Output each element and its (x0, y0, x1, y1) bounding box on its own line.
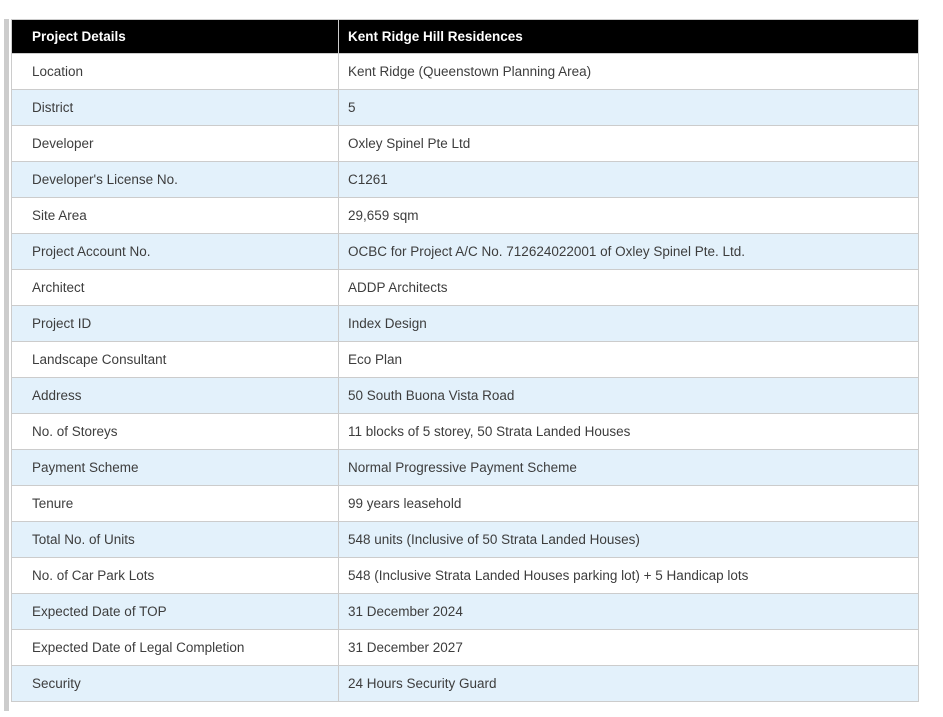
table-row: Landscape Consultant Eco Plan (11, 341, 919, 378)
row-label: Landscape Consultant (11, 341, 339, 378)
row-value: 29,659 sqm (338, 197, 919, 234)
row-value: 50 South Buona Vista Road (338, 377, 919, 414)
table-row: Address 50 South Buona Vista Road (11, 377, 919, 414)
row-label: Address (11, 377, 339, 414)
row-value: 11 blocks of 5 storey, 50 Strata Landed … (338, 413, 919, 450)
left-edge-rule (4, 19, 9, 711)
table-row: Expected Date of TOP 31 December 2024 (11, 593, 919, 630)
row-value: Normal Progressive Payment Scheme (338, 449, 919, 486)
table-row: Expected Date of Legal Completion 31 Dec… (11, 629, 919, 666)
table-header-row: Project Details Kent Ridge Hill Residenc… (11, 19, 919, 54)
row-label: Security (11, 665, 339, 702)
table-row: No. of Car Park Lots 548 (Inclusive Stra… (11, 557, 919, 594)
row-value: 99 years leasehold (338, 485, 919, 522)
table-row: Developer's License No. C1261 (11, 161, 919, 198)
row-value: 31 December 2027 (338, 629, 919, 666)
row-value: Kent Ridge (Queenstown Planning Area) (338, 53, 919, 90)
table-row: Developer Oxley Spinel Pte Ltd (11, 125, 919, 162)
row-label: No. of Storeys (11, 413, 339, 450)
row-value: 24 Hours Security Guard (338, 665, 919, 702)
table-row: No. of Storeys 11 blocks of 5 storey, 50… (11, 413, 919, 450)
row-label: Developer's License No. (11, 161, 339, 198)
row-value: Index Design (338, 305, 919, 342)
row-value: OCBC for Project A/C No. 712624022001 of… (338, 233, 919, 270)
row-value: ADDP Architects (338, 269, 919, 306)
row-label: No. of Car Park Lots (11, 557, 339, 594)
table-row: Security 24 Hours Security Guard (11, 665, 919, 702)
row-value: C1261 (338, 161, 919, 198)
row-label: Expected Date of TOP (11, 593, 339, 630)
header-project-name: Kent Ridge Hill Residences (338, 19, 919, 54)
header-project-details: Project Details (11, 19, 339, 54)
table-row: Tenure 99 years leasehold (11, 485, 919, 522)
table-row: Project Account No. OCBC for Project A/C… (11, 233, 919, 270)
row-label: District (11, 89, 339, 126)
row-value: 548 units (Inclusive of 50 Strata Landed… (338, 521, 919, 558)
row-label: Payment Scheme (11, 449, 339, 486)
project-details-table: Project Details Kent Ridge Hill Residenc… (11, 19, 919, 702)
row-value: 5 (338, 89, 919, 126)
row-value: 31 December 2024 (338, 593, 919, 630)
row-label: Location (11, 53, 339, 90)
table-row: Total No. of Units 548 units (Inclusive … (11, 521, 919, 558)
row-label: Architect (11, 269, 339, 306)
row-label: Developer (11, 125, 339, 162)
row-value: Oxley Spinel Pte Ltd (338, 125, 919, 162)
row-value: 548 (Inclusive Strata Landed Houses park… (338, 557, 919, 594)
table-row: Payment Scheme Normal Progressive Paymen… (11, 449, 919, 486)
row-value: Eco Plan (338, 341, 919, 378)
row-label: Project Account No. (11, 233, 339, 270)
row-label: Total No. of Units (11, 521, 339, 558)
row-label: Expected Date of Legal Completion (11, 629, 339, 666)
table-row: District 5 (11, 89, 919, 126)
table-row: Location Kent Ridge (Queenstown Planning… (11, 53, 919, 90)
row-label: Project ID (11, 305, 339, 342)
table-row: Architect ADDP Architects (11, 269, 919, 306)
row-label: Tenure (11, 485, 339, 522)
row-label: Site Area (11, 197, 339, 234)
table-row: Project ID Index Design (11, 305, 919, 342)
table-row: Site Area 29,659 sqm (11, 197, 919, 234)
